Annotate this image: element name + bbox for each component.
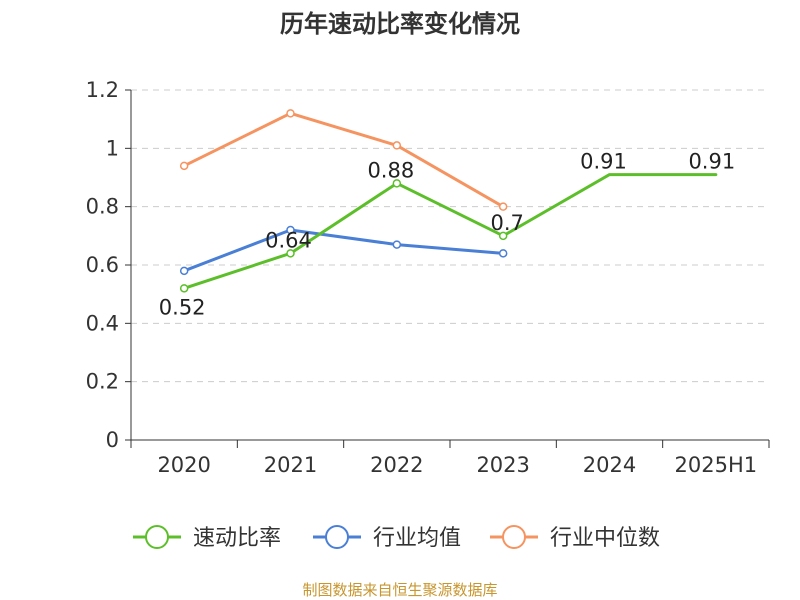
y-tick-label: 0.4 xyxy=(86,311,119,335)
data-label: 0.64 xyxy=(265,228,312,252)
legend-marker xyxy=(325,525,349,549)
data-point[interactable] xyxy=(392,240,402,249)
x-tick-label: 2023 xyxy=(476,453,529,477)
data-label-layer: 0.52 0.64 0.88 0.7 0.91 0.91 xyxy=(159,150,735,320)
data-point[interactable] xyxy=(286,249,295,258)
x-tick-label: 2024 xyxy=(583,453,636,477)
data-point[interactable] xyxy=(392,141,402,150)
series-line-0 xyxy=(182,173,718,290)
series-layer xyxy=(179,109,718,293)
data-point[interactable] xyxy=(179,161,189,171)
data-label: 0.7 xyxy=(490,211,523,235)
data-point[interactable] xyxy=(498,249,508,258)
y-tick-label: 0.6 xyxy=(86,253,119,277)
legend-label: 行业均值 xyxy=(373,526,461,551)
legend-item-1[interactable]: 行业均值 xyxy=(313,525,461,551)
y-tick-label: 0.8 xyxy=(86,195,119,219)
x-tick-label: 2020 xyxy=(157,453,210,477)
data-label: 0.91 xyxy=(688,150,735,174)
legend-label: 速动比率 xyxy=(193,526,281,551)
y-tick-label: 1.2 xyxy=(86,78,119,102)
legend-item-2[interactable]: 行业中位数 xyxy=(490,525,660,551)
data-point[interactable] xyxy=(392,179,402,188)
grid-layer xyxy=(131,89,769,383)
x-tick-label: 2022 xyxy=(370,453,423,477)
series-line-2 xyxy=(182,111,505,209)
legend-marker xyxy=(145,525,169,549)
data-label: 0.52 xyxy=(159,295,206,319)
x-tick-label: 2021 xyxy=(264,453,317,477)
data-point[interactable] xyxy=(179,266,189,276)
data-point[interactable] xyxy=(498,202,508,211)
series-line-1 xyxy=(182,228,505,273)
data-point[interactable] xyxy=(286,225,295,235)
data-point[interactable] xyxy=(498,231,508,241)
data-point[interactable] xyxy=(286,109,295,118)
data-label: 0.91 xyxy=(580,150,627,174)
axis-layer: 0 0.2 0.4 0.6 0.8 1 1.2 2020 2021 2022 2023 2024 202… xyxy=(86,78,770,477)
legend-label: 行业中位数 xyxy=(550,526,660,551)
chart-title: 历年速动比率变化情况 xyxy=(280,10,520,38)
source-note: 制图数据来自恒生聚源数据库 xyxy=(302,581,497,599)
legend-marker xyxy=(502,525,526,549)
legend[interactable]: 速动比率 行业均值 行业中位数 xyxy=(133,525,660,551)
y-tick-label: 0 xyxy=(106,428,119,452)
y-tick-label: 0.2 xyxy=(86,370,119,394)
data-label: 0.88 xyxy=(367,158,414,182)
legend-item-0[interactable]: 速动比率 xyxy=(133,525,281,551)
x-tick-label: 2025H1 xyxy=(675,453,758,477)
y-tick-label: 1 xyxy=(106,136,119,160)
data-point[interactable] xyxy=(179,284,189,293)
